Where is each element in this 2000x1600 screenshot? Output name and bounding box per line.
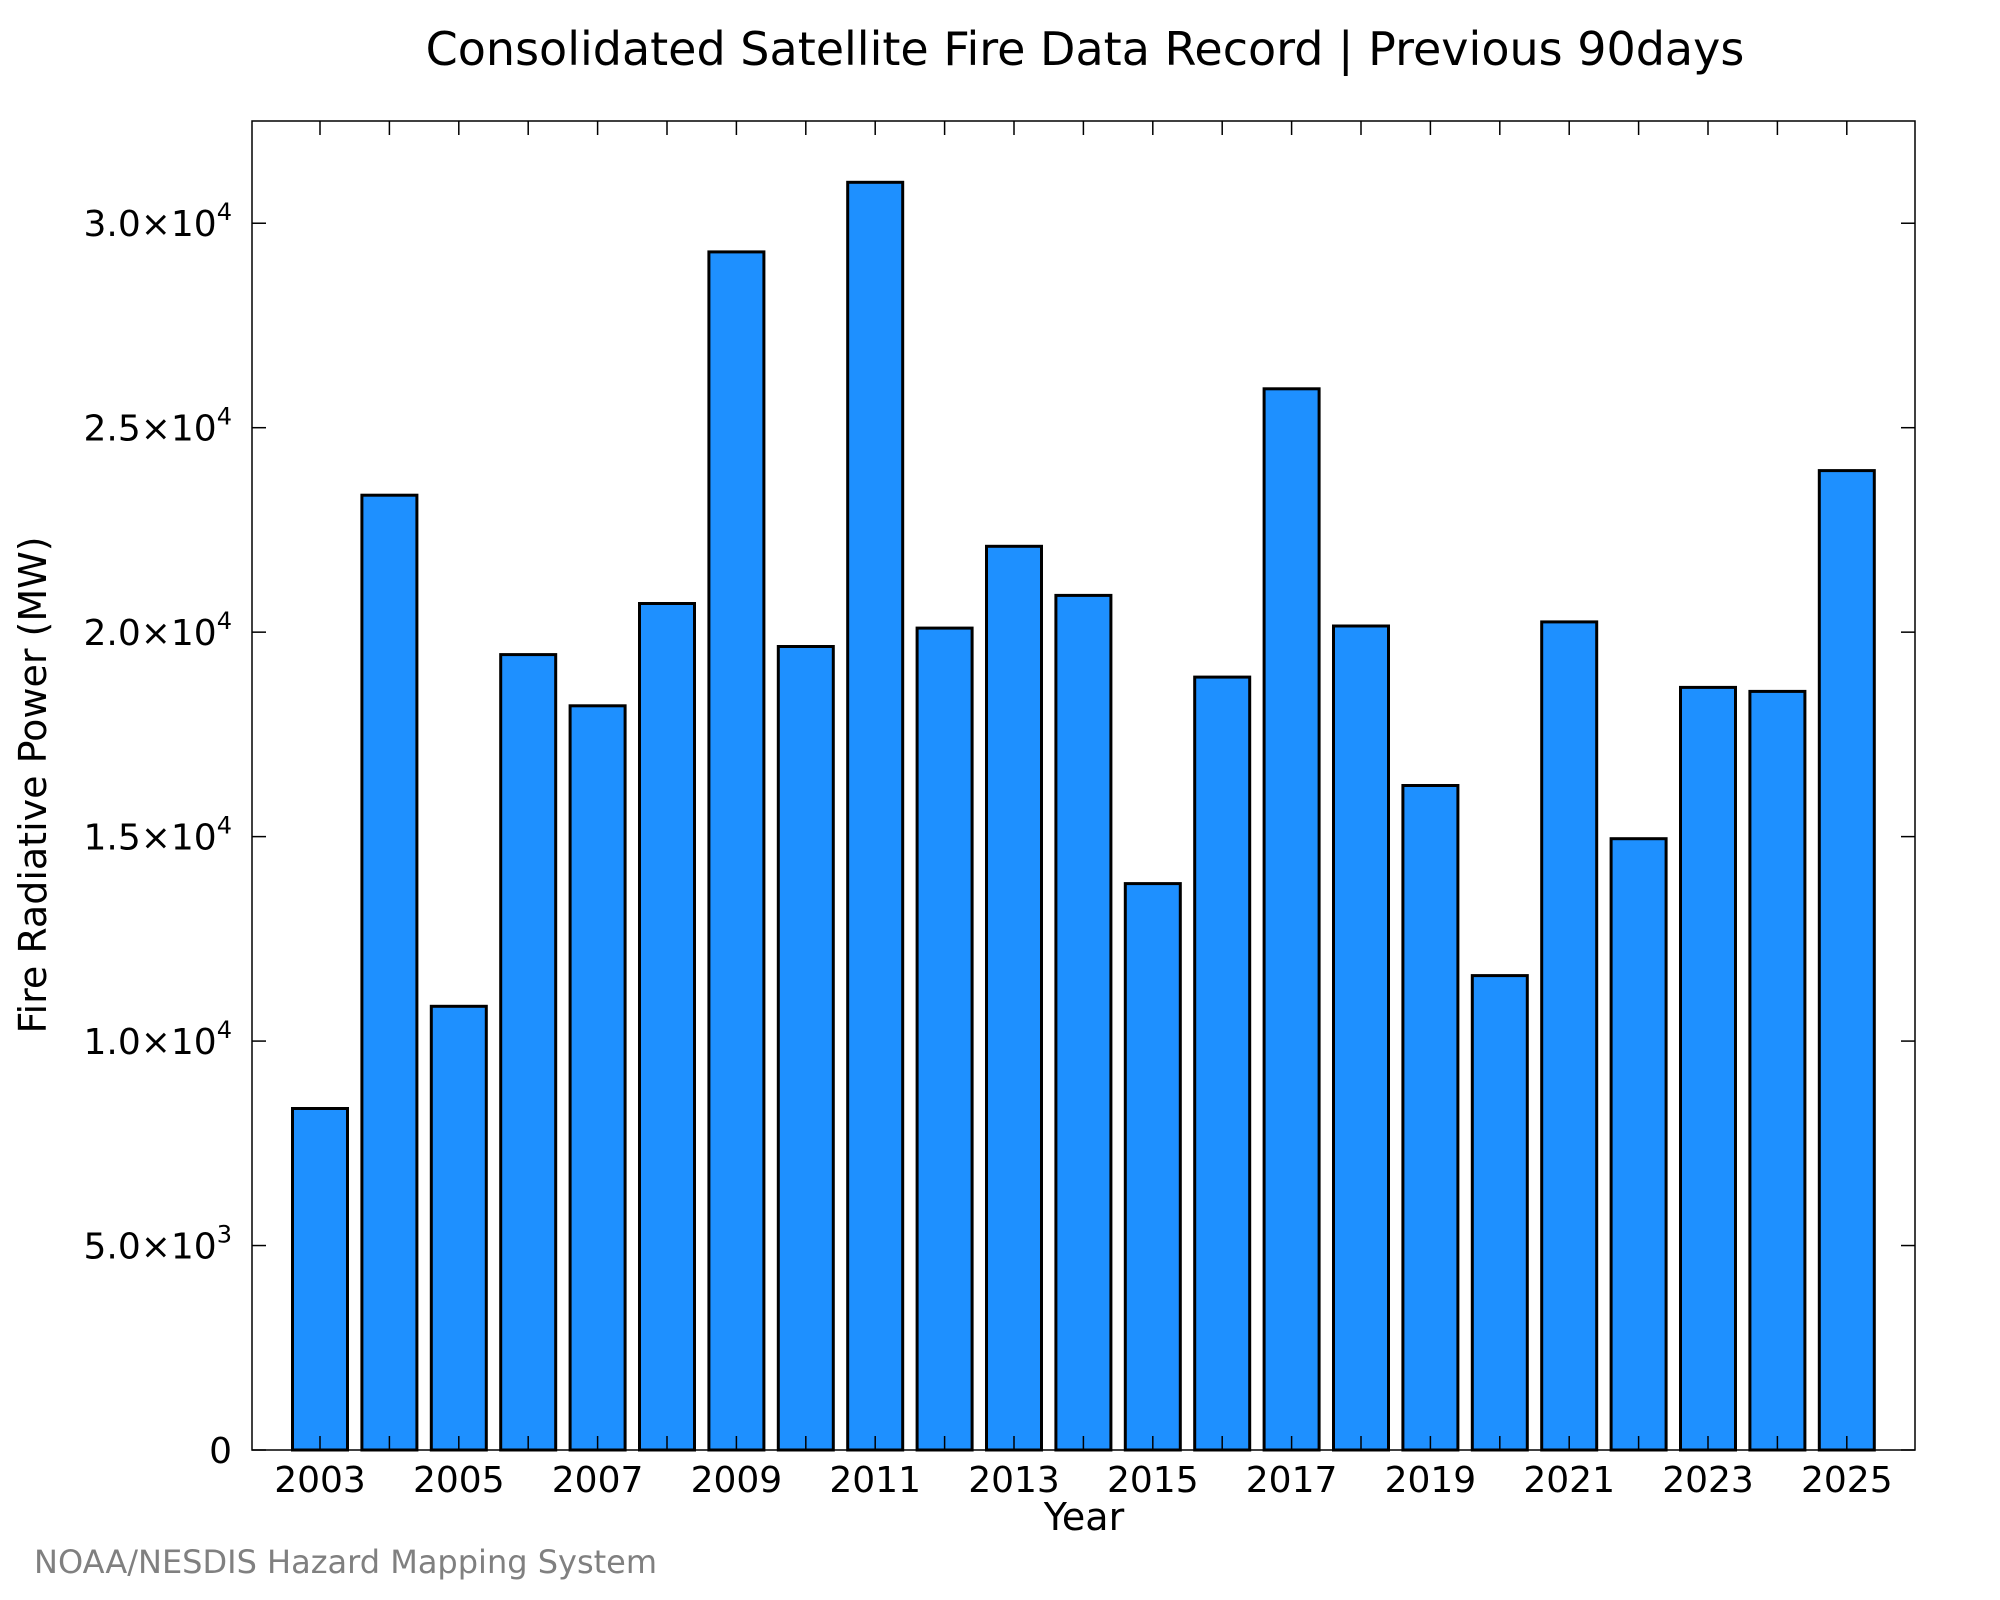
y-tick-label-0: 0 [209,1431,232,1472]
x-ticks-group: 2003 2005 2007 2009 2011 2013 2015 2017 2019 2021… [274,121,1893,1501]
y-tick-label-5000: 5.0×103 [83,1221,232,1268]
bar-2025 [1817,469,1876,1452]
bar-2010 [776,645,835,1452]
bar-2020 [1470,974,1529,1452]
bar-2007 [568,704,627,1452]
x-tick-label-2003: 2003 [274,1460,366,1501]
y-tick-label-25000: 2.5×104 [83,403,232,450]
y-tick-label-15000: 1.5×104 [83,812,232,859]
bar-2018 [1332,624,1390,1452]
x-axis-label: Year [1043,1495,1125,1539]
bar-2017 [1262,387,1321,1452]
bar-2013 [985,544,1043,1452]
bar-2005 [429,1004,488,1452]
bar-2016 [1193,675,1252,1452]
y-tick-label-10000: 1.0×104 [83,1016,232,1063]
x-tick-label-2021: 2021 [1523,1460,1615,1501]
bar-2015 [1123,882,1182,1452]
bar-2008 [638,602,696,1452]
source-credit: NOAA/NESDIS Hazard Mapping System [34,1543,657,1581]
x-tick-label-2025: 2025 [1801,1460,1893,1501]
y-tick-label-20000: 2.0×104 [83,607,232,654]
chart-title: Consolidated Satellite Fire Data Record … [426,22,1745,77]
bar-2004 [360,493,419,1452]
x-tick-label-2023: 2023 [1662,1460,1754,1501]
bar-2021 [1540,620,1599,1452]
x-tick-label-2009: 2009 [691,1460,783,1501]
bar-2009 [707,250,766,1452]
bar-2024 [1748,689,1807,1452]
x-tick-label-2005: 2005 [413,1460,505,1501]
bar-2003 [291,1107,349,1452]
x-tick-label-2015: 2015 [1107,1460,1199,1501]
bar-2011 [846,180,905,1452]
bar-2006 [499,653,558,1452]
bar-2019 [1401,784,1460,1452]
x-tick-label-2011: 2011 [829,1460,921,1501]
bar-2012 [915,626,974,1452]
bar-2014 [1054,593,1113,1452]
bar-2022 [1609,837,1668,1452]
y-tick-label-30000: 3.0×104 [83,198,232,245]
bars-group [291,180,1876,1452]
x-tick-label-2013: 2013 [968,1460,1060,1501]
x-tick-label-2017: 2017 [1246,1460,1338,1501]
y-ticks-group: 0 5.0×103 1.0×104 1.5×104 2.0×104 2.5×104 3.0×… [83,198,1915,1472]
x-tick-label-2007: 2007 [552,1460,644,1501]
bar-2023 [1679,685,1737,1452]
x-tick-label-2019: 2019 [1385,1460,1477,1501]
y-axis-label: Fire Radiative Power (MW) [11,536,55,1033]
